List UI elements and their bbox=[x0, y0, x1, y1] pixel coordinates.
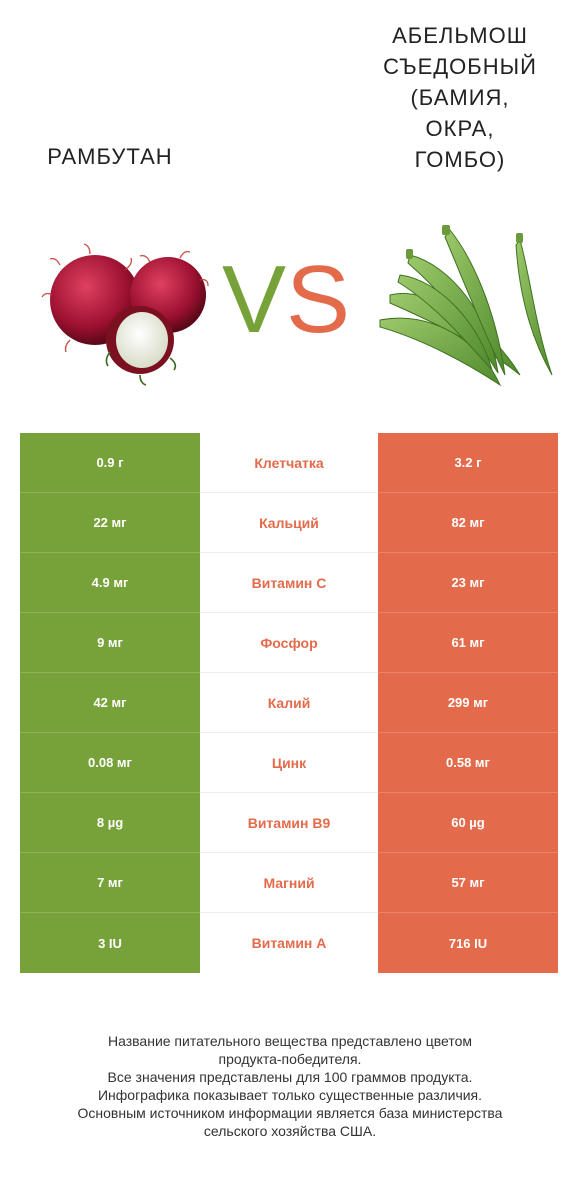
nutrient-name: Клетчатка bbox=[200, 433, 378, 493]
left-value: 42 мг bbox=[20, 673, 200, 733]
versus-label: VS bbox=[222, 250, 350, 350]
right-value: 299 мг bbox=[378, 673, 558, 733]
table-row: 0.08 мг Цинк 0.58 мг bbox=[20, 733, 558, 793]
left-value: 3 IU bbox=[20, 913, 200, 973]
versus-s: S bbox=[286, 246, 351, 353]
footer-line: Название питательного вещества представл… bbox=[107, 1033, 473, 1049]
right-title-line: ОКРА, bbox=[425, 116, 495, 141]
right-title-line: АБЕЛЬМОШ bbox=[392, 23, 528, 48]
footer-line: Основным источником информации является … bbox=[77, 1105, 503, 1121]
nutrient-name: Витамин C bbox=[200, 553, 378, 613]
right-value: 57 мг bbox=[378, 853, 558, 913]
nutrient-name: Магний bbox=[200, 853, 378, 913]
left-value: 9 мг bbox=[20, 613, 200, 673]
okra-image bbox=[379, 225, 553, 387]
right-title-line: СЪЕДОБНЫЙ bbox=[383, 54, 537, 79]
right-value: 60 µg bbox=[378, 793, 558, 853]
left-value: 0.9 г bbox=[20, 433, 200, 493]
footer-line: сельского хозяйства США. bbox=[203, 1123, 377, 1139]
versus-v: V bbox=[222, 246, 287, 353]
table-row: 3 IU Витамин A 716 IU bbox=[20, 913, 558, 973]
table-row: 4.9 мг Витамин C 23 мг bbox=[20, 553, 558, 613]
left-value: 8 µg bbox=[20, 793, 200, 853]
footer-line: продукта-победителя. bbox=[218, 1051, 362, 1067]
right-value: 716 IU bbox=[378, 913, 558, 973]
nutrient-name: Фосфор bbox=[200, 613, 378, 673]
table-row: 7 мг Магний 57 мг bbox=[20, 853, 558, 913]
rambutan-image bbox=[41, 243, 209, 386]
left-product-title: РАМБУТАН bbox=[47, 144, 173, 169]
right-value: 0.58 мг bbox=[378, 733, 558, 793]
right-value: 3.2 г bbox=[378, 433, 558, 493]
footer-line: Все значения представлены для 100 граммо… bbox=[107, 1069, 473, 1085]
right-value: 82 мг bbox=[378, 493, 558, 553]
table-row: 42 мг Калий 299 мг bbox=[20, 673, 558, 733]
table-row: 0.9 г Клетчатка 3.2 г bbox=[20, 433, 558, 493]
footer-line: Инфографика показывает только существенн… bbox=[97, 1087, 483, 1103]
left-value: 4.9 мг bbox=[20, 553, 200, 613]
table-row: 22 мг Кальций 82 мг bbox=[20, 493, 558, 553]
right-product-title: АБЕЛЬМОШ СЪЕДОБНЫЙ (БАМИЯ, ОКРА, ГОМБО) bbox=[360, 20, 560, 175]
right-value: 61 мг bbox=[378, 613, 558, 673]
left-value: 0.08 мг bbox=[20, 733, 200, 793]
left-value: 22 мг bbox=[20, 493, 200, 553]
nutrient-name: Цинк bbox=[200, 733, 378, 793]
table-row: 8 µg Витамин B9 60 µg bbox=[20, 793, 558, 853]
right-title-line: ГОМБО) bbox=[414, 147, 506, 172]
right-value: 23 мг bbox=[378, 553, 558, 613]
nutrient-name: Кальций bbox=[200, 493, 378, 553]
left-value: 7 мг bbox=[20, 853, 200, 913]
nutrient-name: Калий bbox=[200, 673, 378, 733]
comparison-table: 0.9 г Клетчатка 3.2 г 22 мг Кальций 82 м… bbox=[20, 433, 558, 973]
nutrient-name: Витамин B9 bbox=[200, 793, 378, 853]
nutrient-name: Витамин A bbox=[200, 913, 378, 973]
right-title-line: (БАМИЯ, bbox=[410, 85, 510, 110]
footer-notes: Название питательного вещества представл… bbox=[20, 1032, 560, 1140]
table-row: 9 мг Фосфор 61 мг bbox=[20, 613, 558, 673]
